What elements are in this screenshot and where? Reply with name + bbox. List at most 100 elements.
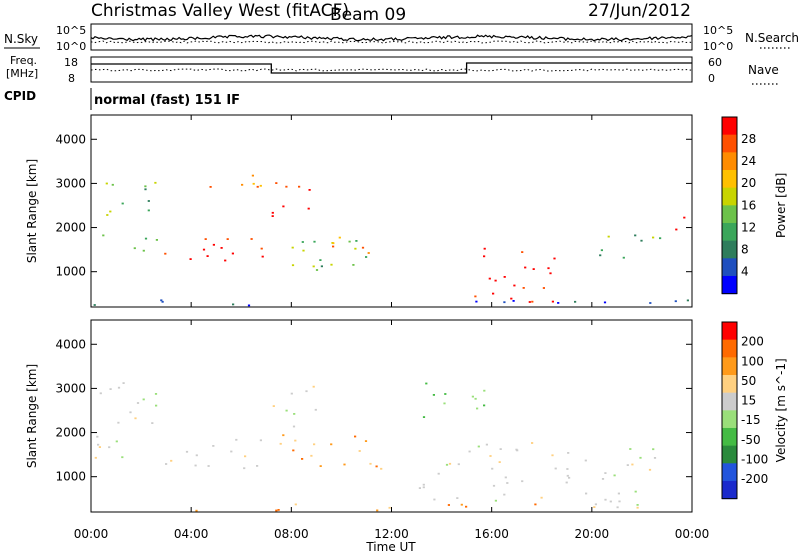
velocity-cell	[433, 498, 436, 501]
velocity-cell	[256, 465, 259, 467]
power-cell	[315, 269, 319, 271]
velocity-cell	[117, 421, 120, 424]
power-colorbar-segment	[722, 134, 737, 153]
power-heatmap	[93, 174, 689, 307]
power-cell	[494, 279, 497, 282]
power-colorbar-segment	[722, 222, 737, 242]
power-cell	[121, 202, 124, 205]
velocity-cell	[207, 465, 210, 467]
velocity-cell	[388, 506, 391, 509]
velocity-cell	[285, 409, 288, 412]
power-colorbar-segment	[722, 240, 737, 259]
nsearch-label: N.Search	[745, 31, 799, 45]
power-cell	[542, 287, 545, 289]
power-cell	[291, 264, 295, 267]
nave-trace-line	[90, 68, 693, 72]
power-cell	[313, 240, 316, 243]
velocity-ytick-label: 4000	[55, 337, 86, 351]
velocity-cell	[294, 503, 297, 506]
power-cell	[634, 234, 637, 237]
power-colorbar-segment	[722, 117, 737, 136]
power-colorbar-tick: 16	[741, 198, 756, 212]
velocity-colorbar-tick: 50	[741, 374, 756, 388]
power-cell	[338, 236, 341, 239]
velocity-cell	[259, 439, 262, 442]
power-cell	[510, 297, 513, 300]
figure-title: Christmas Valley West (fitACF)	[91, 1, 349, 21]
power-colorbar-tick: 24	[741, 154, 756, 168]
velocity-colorbar: 200 100 50 15 -15 -50 -100 -200 Velocity [m s^-1…	[721, 321, 788, 500]
velocity-cell	[499, 448, 502, 450]
velocity-cell	[601, 478, 605, 480]
power-axes: 1000 2000 3000 4000	[55, 115, 693, 307]
nsky-trace-line	[90, 34, 693, 42]
power-cell	[271, 215, 274, 217]
power-cell	[256, 185, 259, 188]
power-cell	[209, 186, 212, 188]
velocity-cell	[465, 505, 468, 508]
velocity-colorbar-segment	[722, 463, 737, 482]
velocity-cell	[471, 395, 474, 398]
velocity-cell	[515, 448, 518, 451]
velocity-colorbar-tick: -200	[741, 472, 768, 486]
power-cell	[105, 182, 108, 185]
velocity-cell	[422, 486, 425, 489]
velocity-cell	[310, 454, 313, 457]
power-cell	[659, 237, 662, 240]
velocity-cell	[492, 484, 496, 487]
velocity-cell	[648, 468, 652, 471]
velocity-cell	[437, 472, 440, 475]
velocity-cell	[354, 435, 357, 438]
nave-label: Nave	[748, 63, 779, 77]
power-cell	[202, 248, 206, 251]
power-cell	[106, 214, 109, 216]
cpid-label: CPID	[4, 89, 36, 103]
power-cell	[275, 182, 278, 184]
power-cell	[319, 259, 322, 261]
power-cell	[247, 304, 251, 307]
power-colorbar-tick: 28	[741, 132, 756, 146]
power-cell	[109, 210, 112, 213]
velocity-cell	[165, 463, 168, 465]
velocity-cell	[584, 459, 587, 462]
velocity-cell	[364, 440, 368, 442]
power-cell	[144, 188, 147, 191]
power-panel-frame	[90, 114, 693, 308]
time-tick-label: 00:00	[74, 527, 109, 541]
power-cell	[531, 300, 534, 303]
power-cell	[557, 302, 560, 304]
beam-label: Beam 09	[330, 5, 406, 25]
power-cell	[332, 245, 335, 248]
freq-tick-top: 18	[64, 56, 78, 69]
date-label: 27/Jun/2012	[588, 1, 691, 21]
velocity-cell	[115, 440, 118, 443]
velocity-colorbar-tick: -15	[741, 413, 761, 427]
power-cell	[133, 247, 136, 250]
velocity-colorbar-tick: 100	[741, 354, 764, 368]
velocity-cell	[194, 464, 197, 467]
power-colorbar: 28 24 20 16 12 8 4 Power [dB]	[721, 116, 788, 295]
power-cell	[475, 300, 478, 303]
power-cell	[154, 181, 157, 184]
velocity-cell	[99, 392, 102, 395]
power-cell	[513, 284, 516, 287]
velocity-cell	[626, 464, 629, 466]
velocity-cell	[494, 499, 497, 502]
time-tick-labels: 00:00 04:00 08:00 12:00 16:00 20:00 00:00	[74, 527, 710, 541]
velocity-ytick-label: 2000	[55, 426, 86, 440]
velocity-cell	[531, 442, 534, 444]
velocity-cell	[604, 498, 607, 501]
power-cell	[320, 265, 323, 268]
velocity-cell	[170, 459, 173, 462]
velocity-colorbar-segment	[722, 339, 737, 358]
power-cell	[308, 189, 311, 191]
velocity-colorbar-tick: -50	[741, 433, 761, 447]
power-cell	[250, 238, 253, 240]
velocity-cell	[155, 404, 158, 407]
power-cell	[298, 185, 301, 188]
power-cell	[147, 200, 150, 202]
velocity-cell	[567, 452, 570, 454]
velocity-cell	[498, 461, 501, 463]
velocity-colorbar-segment	[722, 480, 737, 500]
